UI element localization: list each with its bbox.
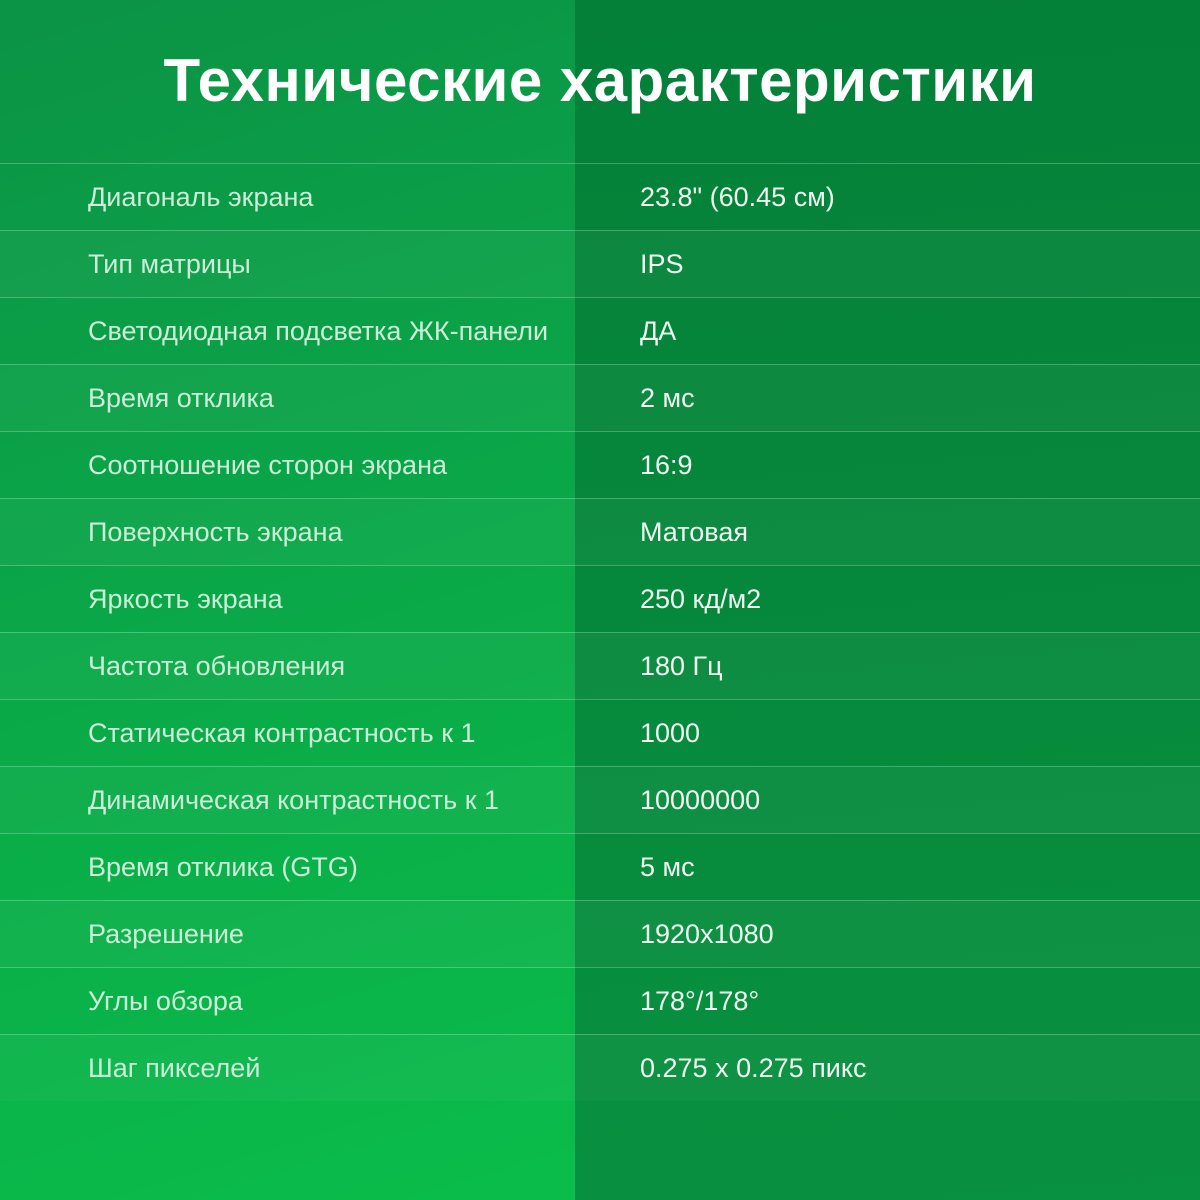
spec-value: 2 мс: [640, 382, 695, 413]
spec-label: Динамическая контрастность к 1: [88, 784, 500, 815]
spec-value: 23.8" (60.45 см): [640, 181, 835, 212]
spec-value: Матовая: [640, 516, 748, 547]
spec-label: Углы обзора: [88, 985, 243, 1016]
spec-label: Разрешение: [88, 918, 244, 949]
spec-row: Частота обновления 180 Гц: [0, 632, 1200, 699]
spec-value: 0.275 x 0.275 пикс: [640, 1052, 867, 1083]
spec-label: Поверхность экрана: [88, 516, 343, 547]
spec-row: Шаг пикселей 0.275 x 0.275 пикс: [0, 1034, 1200, 1101]
spec-row: Светодиодная подсветка ЖК-панели ДА: [0, 297, 1200, 364]
spec-value: ДА: [640, 315, 677, 346]
spec-label: Частота обновления: [88, 650, 346, 681]
background-left-panel: [0, 0, 575, 1200]
spec-row: Динамическая контрастность к 1 10000000: [0, 766, 1200, 833]
spec-value: 178°/178°: [640, 985, 760, 1016]
spec-table: Диагональ экрана 23.8" (60.45 см) Тип ма…: [0, 163, 1200, 1101]
spec-row: Тип матрицы IPS: [0, 230, 1200, 297]
spec-value: 1000: [640, 717, 701, 748]
spec-label: Статическая контрастность к 1: [88, 717, 476, 748]
spec-row: Разрешение 1920x1080: [0, 900, 1200, 967]
spec-value: IPS: [640, 248, 684, 279]
spec-value: 250 кд/м2: [640, 583, 762, 614]
spec-label: Светодиодная подсветка ЖК-панели: [88, 315, 549, 346]
spec-value: 16:9: [640, 449, 693, 480]
spec-value: 5 мс: [640, 851, 695, 882]
spec-row: Поверхность экрана Матовая: [0, 498, 1200, 565]
spec-label: Время отклика (GTG): [88, 851, 358, 882]
spec-value: 180 Гц: [640, 650, 723, 681]
spec-label: Соотношение сторон экрана: [88, 449, 447, 480]
spec-row: Соотношение сторон экрана 16:9: [0, 431, 1200, 498]
spec-label: Время отклика: [88, 382, 274, 413]
spec-row: Диагональ экрана 23.8" (60.45 см): [0, 163, 1200, 230]
background-right-panel: [575, 0, 1200, 1200]
spec-label: Шаг пикселей: [88, 1052, 261, 1083]
spec-value: 10000000: [640, 784, 761, 815]
spec-row: Статическая контрастность к 1 1000: [0, 699, 1200, 766]
spec-row: Углы обзора 178°/178°: [0, 967, 1200, 1034]
spec-label: Диагональ экрана: [88, 181, 314, 212]
spec-row: Время отклика (GTG) 5 мс: [0, 833, 1200, 900]
page-title: Технические характеристики: [163, 47, 1037, 114]
spec-value: 1920x1080: [640, 918, 774, 949]
spec-row: Время отклика 2 мс: [0, 364, 1200, 431]
spec-label: Яркость экрана: [88, 583, 283, 614]
spec-row: Яркость экрана 250 кд/м2: [0, 565, 1200, 632]
spec-label: Тип матрицы: [88, 248, 251, 279]
